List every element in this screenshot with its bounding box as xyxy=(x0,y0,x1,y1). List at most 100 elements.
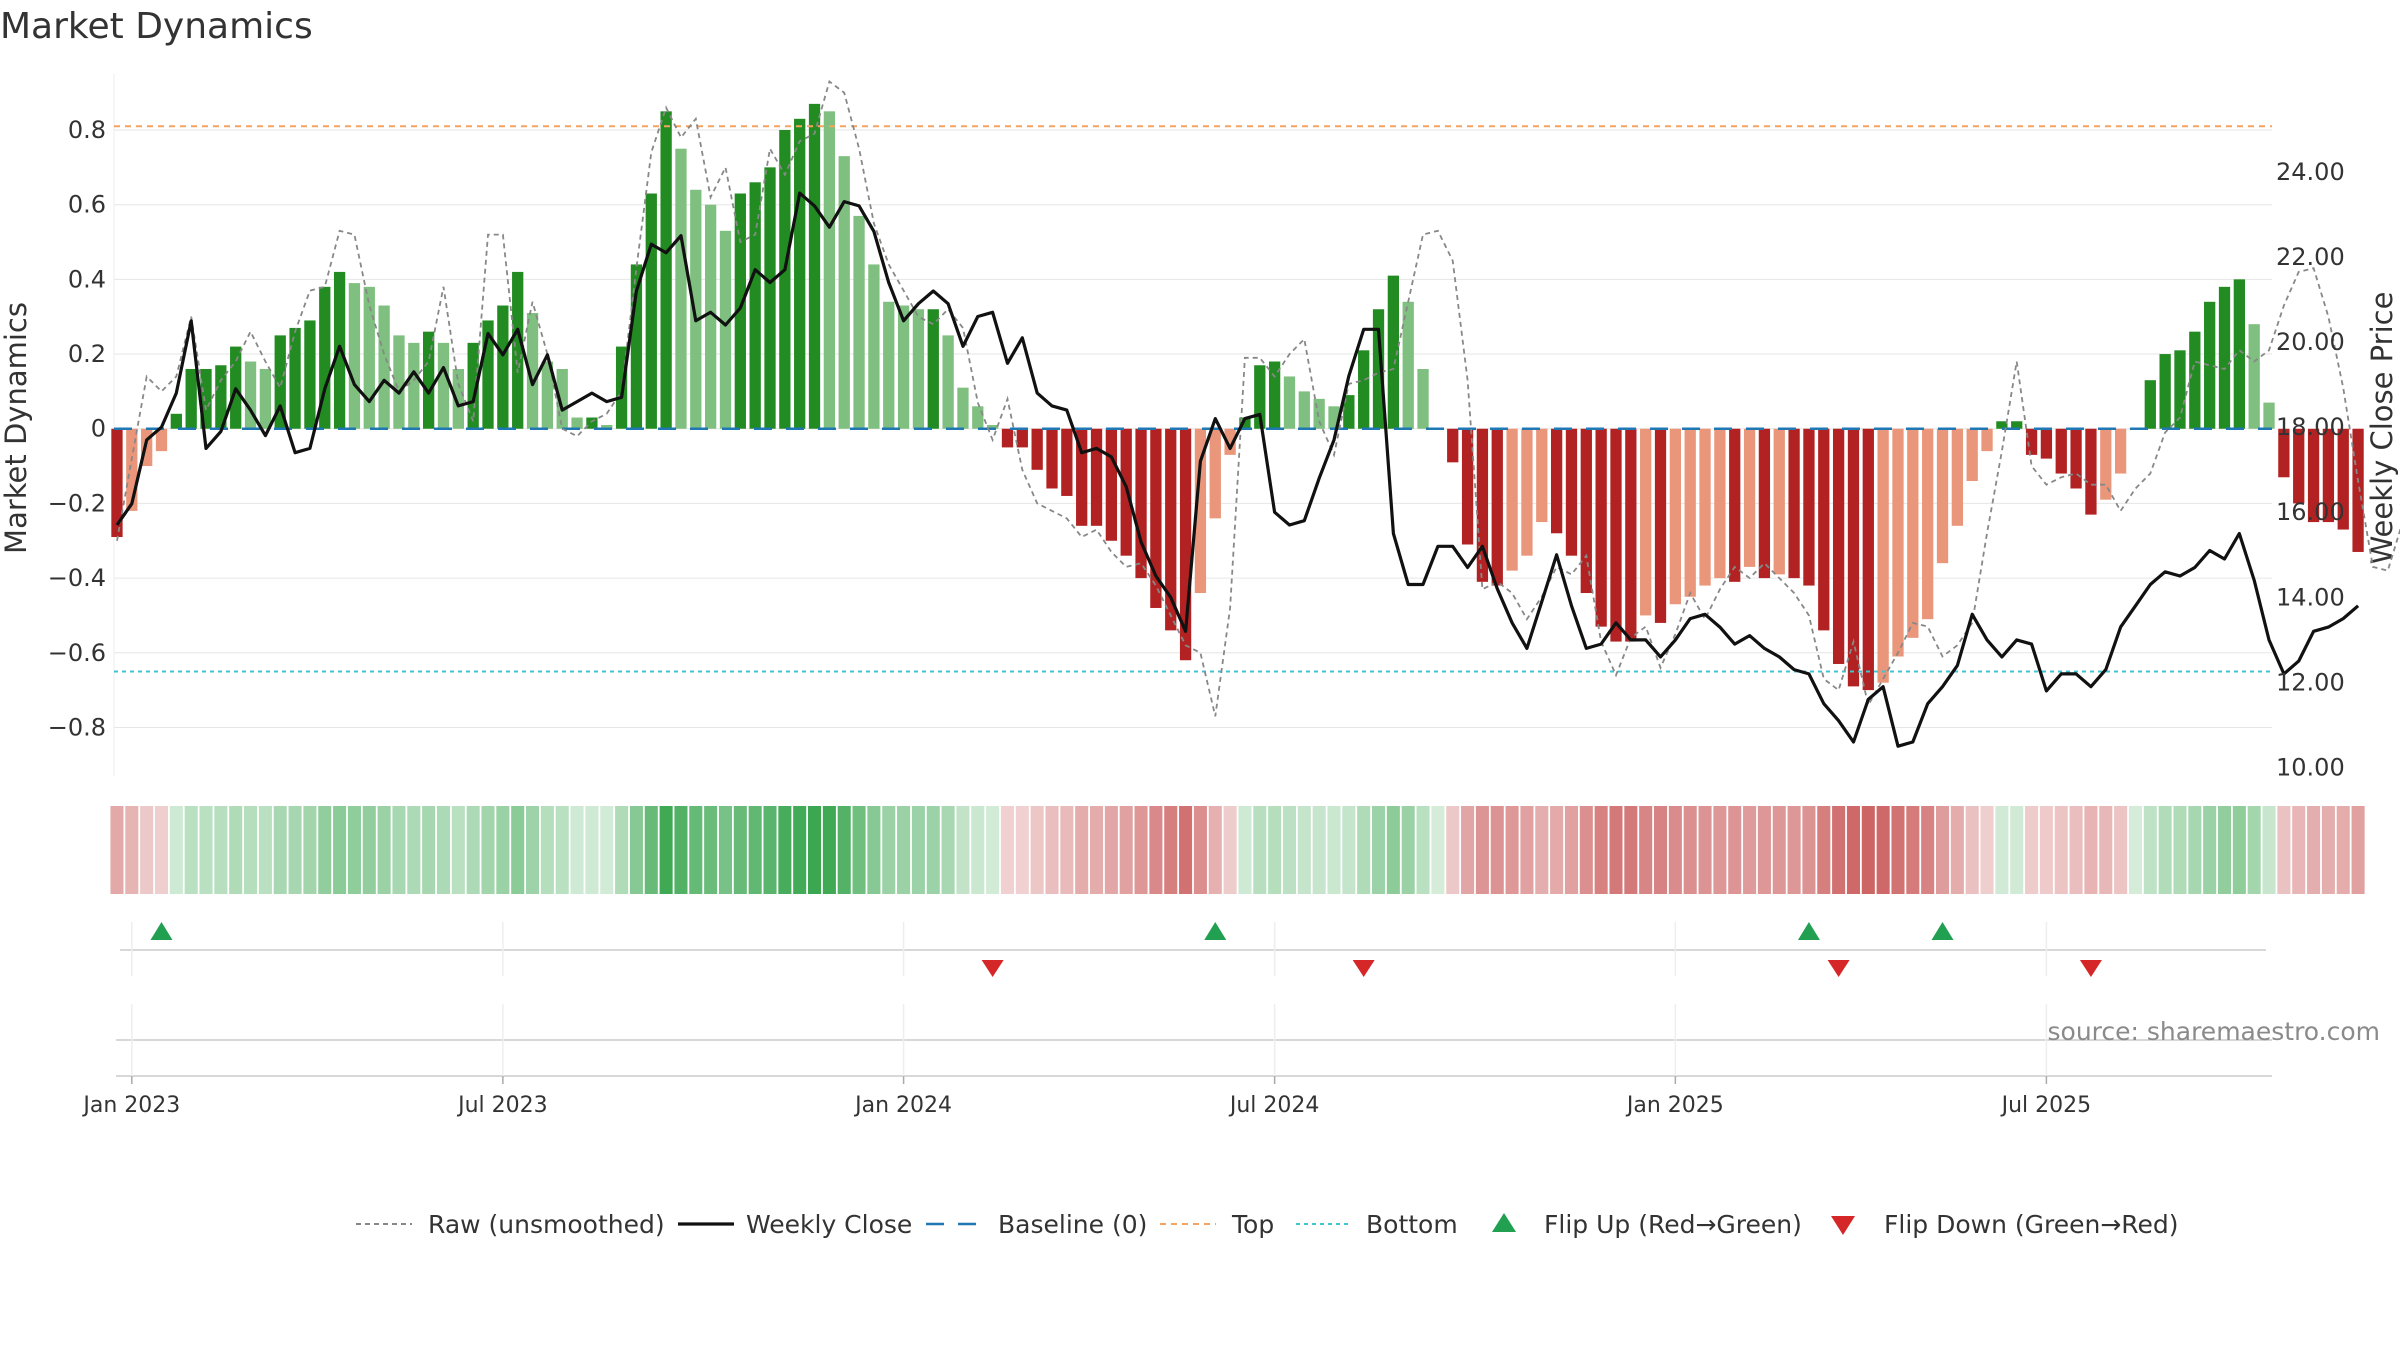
dynamics-bar xyxy=(1090,428,1103,526)
regime-cell xyxy=(1179,806,1193,894)
regime-cell xyxy=(600,806,614,894)
right-tick-label: 22.00 xyxy=(2276,243,2345,271)
regime-cell xyxy=(1134,806,1148,894)
dynamics-bars xyxy=(111,103,2364,691)
regime-cell xyxy=(1312,806,1326,894)
dynamics-bar xyxy=(1224,428,1236,455)
regime-cell xyxy=(1327,806,1341,894)
regime-cell xyxy=(2217,806,2232,894)
dynamics-bar xyxy=(1832,428,1845,664)
dynamics-bar xyxy=(1194,428,1207,594)
dynamics-bar xyxy=(1729,428,1741,582)
flip-down-marker xyxy=(2079,960,2102,977)
legend-label: Flip Down (Green→Red) xyxy=(1884,1210,2179,1239)
dynamics-bar xyxy=(1877,428,1889,683)
dynamics-bar xyxy=(1491,428,1503,586)
dynamics-bar xyxy=(1179,428,1192,661)
dynamics-bar xyxy=(185,368,197,429)
regime-cell xyxy=(1164,806,1178,894)
regime-cell xyxy=(1950,806,1964,894)
dynamics-bar xyxy=(1981,428,1993,452)
regime-cell xyxy=(1980,806,1994,894)
regime-cell xyxy=(273,806,287,894)
legend-label: Baseline (0) xyxy=(998,1210,1147,1239)
dynamics-bar xyxy=(1268,361,1281,429)
regime-cell xyxy=(2247,806,2261,894)
regime-cell xyxy=(1743,806,1757,894)
regime-cell xyxy=(822,806,836,894)
dynamics-bar xyxy=(1699,428,1711,586)
dynamics-bar xyxy=(1417,368,1429,429)
regime-cell xyxy=(941,806,955,894)
regime-cell xyxy=(407,806,421,894)
flip-down-marker xyxy=(1827,960,1850,977)
dynamics-bar xyxy=(794,118,806,429)
regime-cell xyxy=(1832,806,1846,894)
regime-cell xyxy=(2158,806,2172,894)
dynamics-bar xyxy=(304,320,316,429)
dynamics-bar xyxy=(1135,428,1147,579)
regime-cell xyxy=(169,806,183,894)
regime-cell xyxy=(303,806,317,894)
dynamics-bar xyxy=(2114,428,2127,474)
regime-cell xyxy=(258,806,272,894)
regime-cell xyxy=(540,806,554,894)
regime-cell xyxy=(1000,806,1015,894)
left-tick-label: −0.8 xyxy=(48,713,106,741)
regime-cell xyxy=(2292,806,2306,894)
reference-lines xyxy=(114,125,2272,673)
dynamics-bar xyxy=(586,417,598,429)
flip-up-marker xyxy=(150,922,173,940)
dynamics-bar xyxy=(2204,301,2216,429)
dynamics-bar xyxy=(1001,428,1014,448)
dynamics-bar xyxy=(1031,428,1043,470)
date-tick-label: Jul 2023 xyxy=(456,1093,548,1118)
dynamics-bar xyxy=(660,111,672,429)
dynamics-bar xyxy=(942,335,954,429)
dynamics-bar xyxy=(2307,428,2320,523)
dynamics-bar xyxy=(1610,428,1622,642)
dynamics-bar xyxy=(1714,428,1726,579)
regime-cell xyxy=(2069,806,2083,894)
regime-cell xyxy=(2232,806,2246,894)
regime-cell xyxy=(1238,806,1252,894)
regime-cell xyxy=(2099,806,2113,894)
regime-cell xyxy=(1475,806,1489,894)
source-credit: source: sharemaestro.com xyxy=(2048,1017,2381,1046)
dynamics-bar xyxy=(883,301,895,429)
legend-label: Raw (unsmoothed) xyxy=(428,1210,665,1239)
regime-cell xyxy=(511,806,525,894)
y-right-axis-title: Weekly Close Price xyxy=(2365,292,2399,565)
dynamics-bar xyxy=(1565,428,1578,556)
dynamics-bar xyxy=(274,335,286,429)
regime-cell xyxy=(244,806,258,894)
regime-cell xyxy=(392,806,406,894)
regime-cell xyxy=(377,806,391,894)
legend: Raw (unsmoothed) Weekly Close Baseline (0)… xyxy=(356,1210,2179,1239)
dynamics-bar xyxy=(705,204,717,429)
raw-line xyxy=(116,79,2400,717)
regime-cell xyxy=(1698,806,1712,894)
regime-cell xyxy=(956,806,970,894)
regime-cell xyxy=(882,806,896,894)
regime-cell xyxy=(793,806,807,894)
regime-cell xyxy=(2025,806,2039,894)
regime-cell xyxy=(466,806,480,894)
dynamics-bar xyxy=(482,320,494,429)
regime-cell xyxy=(422,806,436,894)
right-tick-label: 12.00 xyxy=(2276,668,2345,696)
dynamics-bar xyxy=(111,428,123,538)
dynamics-bar xyxy=(1328,406,1340,429)
regime-cell xyxy=(2173,806,2187,894)
dynamics-bar xyxy=(1476,428,1489,582)
dynamics-bar xyxy=(2278,428,2290,478)
dynamics-bar xyxy=(1669,428,1681,605)
flip-up-marker xyxy=(1797,922,1820,940)
regime-cell xyxy=(1416,806,1430,894)
right-tick-label: 14.00 xyxy=(2276,583,2345,611)
dynamics-bar xyxy=(571,417,583,429)
date-tick-label: Jan 2024 xyxy=(853,1093,952,1118)
dynamics-bar xyxy=(2025,428,2038,455)
